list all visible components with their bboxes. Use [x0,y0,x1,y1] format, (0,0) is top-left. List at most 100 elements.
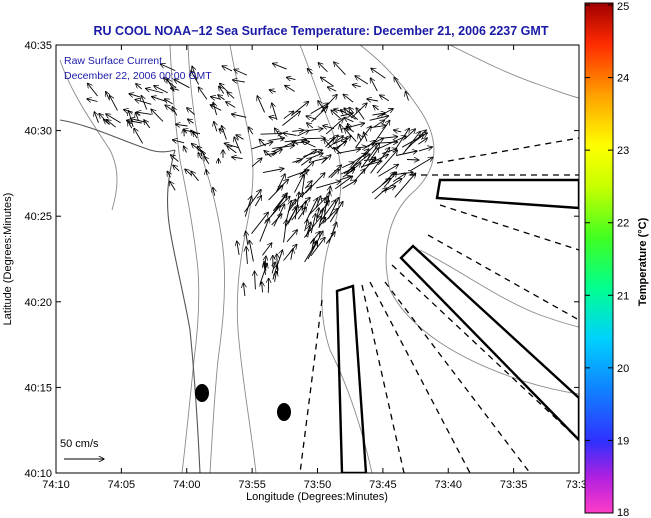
current-vector-arrow [94,112,99,123]
current-vector-arrow [383,172,397,188]
current-vector-arrow [254,196,261,207]
scale-label: 50 cm/s [60,438,99,450]
current-vector-arrow [326,135,338,146]
current-vector-arrow [305,198,318,223]
current-vector-arrow [282,111,301,126]
current-vector-arrow [286,230,297,243]
current-vector-arrow [251,212,269,234]
current-vector-arrow [244,190,261,213]
current-vector-arrow [272,262,275,274]
current-vector-arrow [396,151,417,156]
current-vector-arrow [106,92,110,100]
current-vector-arrow [350,103,367,119]
current-vector-arrow [172,107,178,116]
current-vector-arrow [176,124,188,126]
current-vector-arrow [314,158,327,161]
current-vector-arrow [270,195,287,218]
current-vector-arrow [144,120,151,129]
current-vector-arrow [291,102,309,116]
x-axis: 74:10 74:05 74:00 73:55 73:50 73:45 73:40 73:35… [42,45,587,491]
current-vector-arrow [374,188,387,200]
current-vector-arrow [265,153,276,156]
current-vector-arrow [283,111,294,120]
x-tick-label: 73:45 [369,479,397,491]
current-vector-arrow [310,214,316,234]
current-vector-arrow [171,88,180,90]
current-vector-arrow [328,222,337,244]
current-vector-arrow [246,247,247,264]
buoy-marker-2 [277,403,291,421]
current-vector-arrow [311,106,327,123]
current-vector-arrow [262,243,271,256]
current-vector-arrow [213,187,215,196]
current-vector-arrow [251,158,262,167]
current-vector-arrow [288,207,297,224]
current-vector-arrow [378,164,398,177]
current-vector-arrow [301,170,305,193]
current-vector-arrow [198,153,202,160]
current-vector-arrow [316,201,329,218]
current-vector-arrow [343,94,354,103]
current-vector-arrow [333,141,347,150]
current-vector-arrow [214,122,217,132]
current-vector-arrow [300,186,311,198]
current-vector-arrow [88,83,98,97]
x-tick-label: 74:05 [108,479,136,491]
current-vector-arrow [304,241,318,263]
current-vector-arrow [110,95,118,111]
current-vector-arrow [218,95,225,101]
current-vector-arrow [151,109,164,122]
current-vector-arrow [418,138,427,145]
current-vector-arrow [262,282,263,293]
current-vector-arrow [286,77,296,79]
current-vector-arrow [406,91,409,101]
current-vector-arrow [308,198,326,216]
current-vector-arrow [307,123,314,129]
current-vector-arrow [394,130,402,132]
current-vector-arrow [355,126,371,148]
current-vector-arrow [331,110,342,120]
x-tick-label: 74:00 [173,479,201,491]
colorbar-tick-label: 19 [617,435,629,447]
colorbar-tick-label: 18 [617,507,629,518]
colorbar-tick-label: 21 [617,290,629,302]
current-vector-arrow [333,138,347,145]
current-vector-arrow [310,103,329,114]
current-vector-arrow [234,137,242,154]
x-tick-label: 74:10 [42,479,70,491]
current-vector-arrow [164,99,173,105]
current-vector-arrow [231,114,247,118]
current-vector-arrow [300,158,311,166]
current-vector-arrow [334,62,346,76]
current-vector-arrow [358,134,361,141]
current-vector-arrow [185,169,192,176]
current-vector-arrow [372,113,385,115]
colorbar-tick-label: 20 [617,363,629,375]
current-vector-arrow [283,133,297,135]
current-vector-arrow [273,63,287,70]
current-vector-arrow [87,99,98,102]
current-vector-arrow [307,69,313,75]
current-vector-arrow [220,83,229,93]
current-vector-arrow [259,263,267,285]
current-vector-arrow [355,76,369,85]
current-vector-arrow [383,186,395,192]
current-vector-arrow [303,150,322,158]
current-vector-arrow [192,144,202,153]
current-vector-arrow [269,138,284,141]
current-vector-arrow [213,102,218,116]
current-vector-arrow [376,109,393,118]
current-vector-arrow [373,120,385,128]
current-vector-arrow [376,150,398,174]
current-vector-arrow [373,106,379,111]
x-tick-label: 73:55 [238,479,266,491]
y-tick-label: 40:25 [24,211,52,223]
current-vector-arrow [249,240,254,262]
chart-title: RU COOL NOAA−12 Sea Surface Temperature:… [94,24,549,38]
current-vector-arrow [377,136,407,150]
current-vector-arrow [339,176,351,180]
current-vector-arrow [106,114,121,124]
current-vector-arrow [227,146,237,154]
current-vector-arrow [243,283,245,297]
current-vector-arrow [146,89,164,94]
